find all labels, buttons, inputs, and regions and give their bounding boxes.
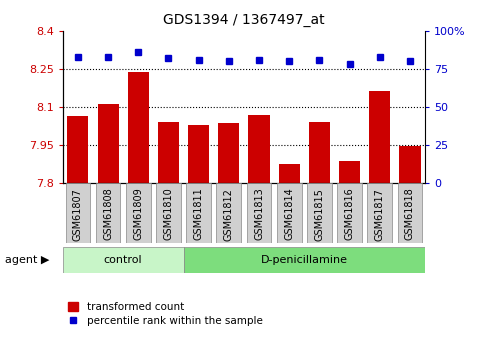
- FancyBboxPatch shape: [247, 183, 271, 243]
- Text: GSM61813: GSM61813: [254, 188, 264, 240]
- FancyBboxPatch shape: [216, 183, 241, 243]
- FancyBboxPatch shape: [277, 183, 301, 243]
- Text: GSM61815: GSM61815: [314, 188, 325, 240]
- Bar: [188, 125, 209, 183]
- Text: control: control: [104, 255, 142, 265]
- Bar: [399, 146, 421, 183]
- Bar: [279, 164, 300, 183]
- FancyBboxPatch shape: [156, 183, 181, 243]
- Text: agent ▶: agent ▶: [5, 256, 49, 265]
- FancyBboxPatch shape: [307, 183, 332, 243]
- Bar: [98, 105, 119, 183]
- Legend: transformed count, percentile rank within the sample: transformed count, percentile rank withi…: [68, 302, 263, 326]
- Text: GSM61817: GSM61817: [375, 188, 385, 240]
- Title: GDS1394 / 1367497_at: GDS1394 / 1367497_at: [163, 13, 325, 27]
- Bar: [309, 122, 330, 183]
- FancyBboxPatch shape: [184, 247, 425, 273]
- Bar: [369, 90, 390, 183]
- Bar: [158, 122, 179, 183]
- Text: GSM61818: GSM61818: [405, 188, 415, 240]
- FancyBboxPatch shape: [337, 183, 362, 243]
- FancyBboxPatch shape: [186, 183, 211, 243]
- Bar: [218, 124, 240, 183]
- Text: GSM61816: GSM61816: [344, 188, 355, 240]
- Text: GSM61807: GSM61807: [73, 188, 83, 240]
- Text: GSM61812: GSM61812: [224, 188, 234, 240]
- Bar: [248, 115, 270, 183]
- Bar: [67, 116, 88, 183]
- Text: GSM61811: GSM61811: [194, 188, 204, 240]
- FancyBboxPatch shape: [96, 183, 120, 243]
- FancyBboxPatch shape: [66, 183, 90, 243]
- Text: D-penicillamine: D-penicillamine: [261, 255, 348, 265]
- FancyBboxPatch shape: [368, 183, 392, 243]
- Text: GSM61809: GSM61809: [133, 188, 143, 240]
- FancyBboxPatch shape: [398, 183, 422, 243]
- FancyBboxPatch shape: [126, 183, 151, 243]
- Bar: [128, 71, 149, 183]
- Text: GSM61814: GSM61814: [284, 188, 294, 240]
- Text: GSM61810: GSM61810: [163, 188, 173, 240]
- FancyBboxPatch shape: [63, 247, 184, 273]
- Bar: [339, 161, 360, 183]
- Text: GSM61808: GSM61808: [103, 188, 113, 240]
